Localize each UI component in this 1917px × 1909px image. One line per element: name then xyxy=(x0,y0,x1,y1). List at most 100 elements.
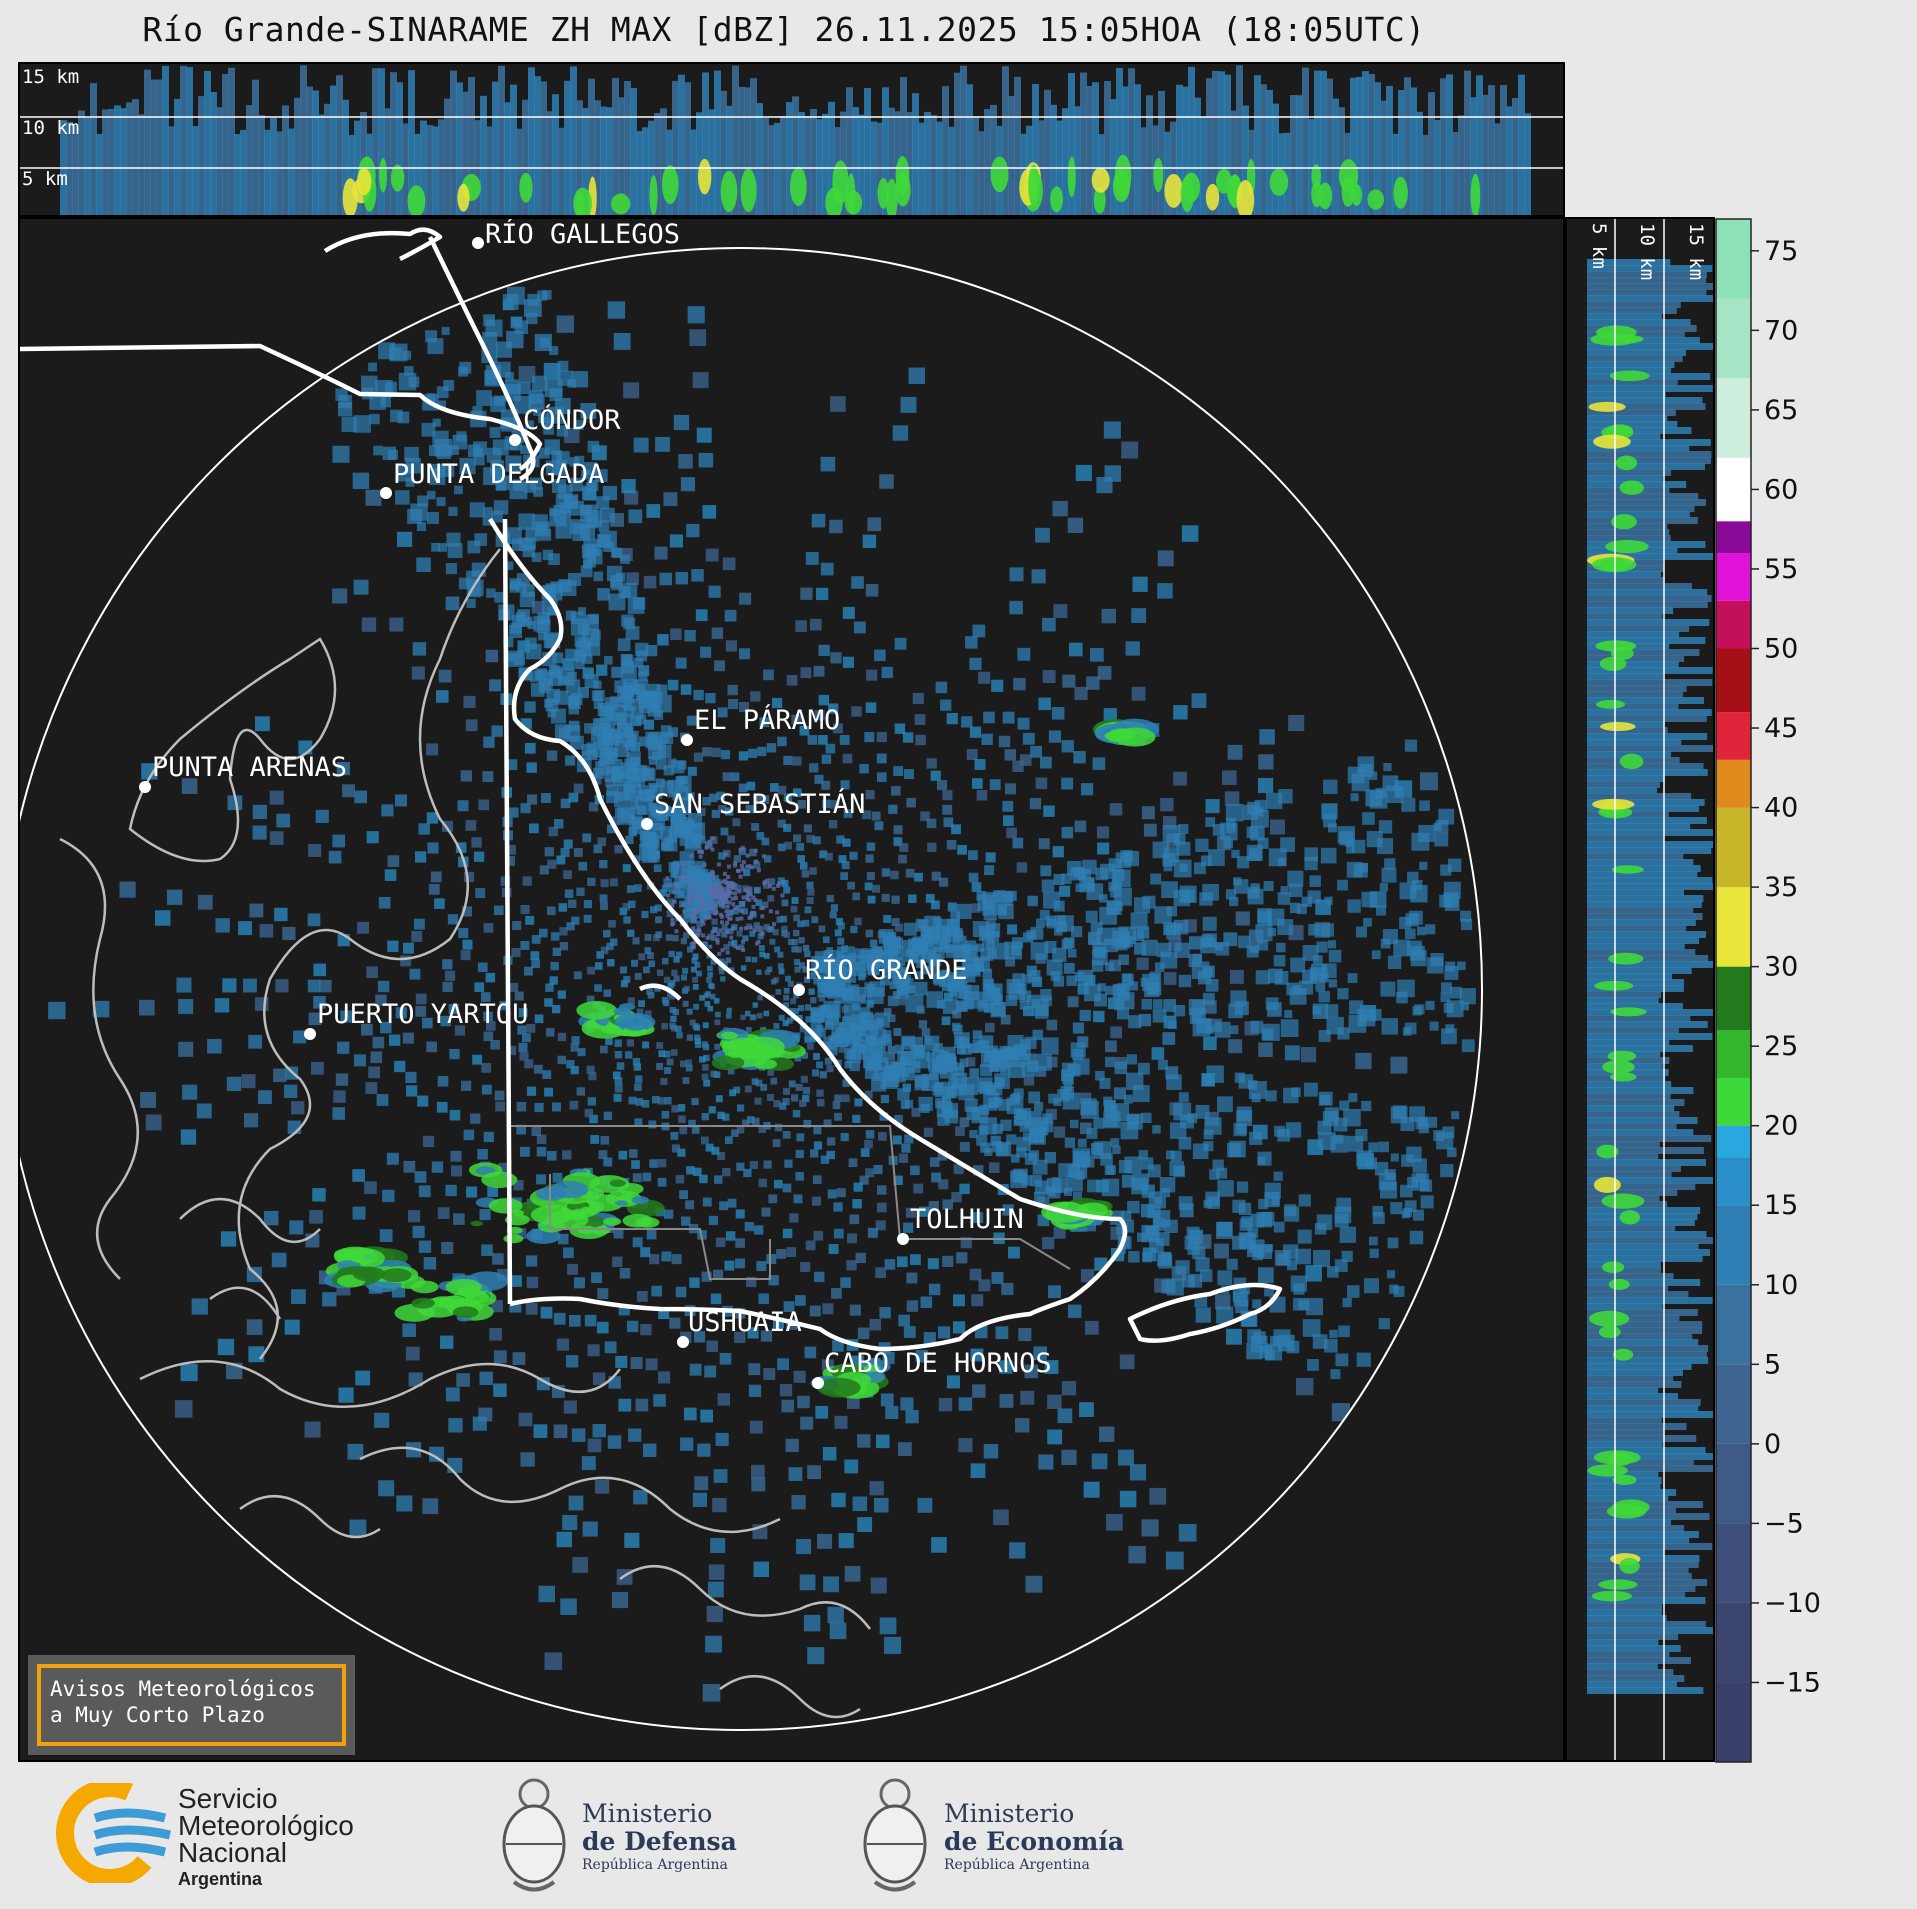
side-precip-echo xyxy=(1608,952,1644,965)
sector-echo-cell xyxy=(1178,974,1192,988)
side-echo-row xyxy=(1587,841,1713,848)
ray-echo-cell xyxy=(629,1149,638,1158)
ray-echo-cell xyxy=(768,1194,778,1204)
ray-echo-cell xyxy=(935,681,948,694)
top-echo-column xyxy=(1068,73,1075,215)
center-clutter-cell xyxy=(727,900,732,905)
top-echo-column xyxy=(1410,87,1417,215)
top-echo-column xyxy=(630,88,637,215)
sector-echo-cell xyxy=(1163,862,1173,872)
sector-echo-cell xyxy=(1201,855,1212,867)
side-echo-row xyxy=(1587,667,1713,674)
top-precip-echo xyxy=(885,178,898,215)
ray-echo-cell xyxy=(793,992,800,999)
sector-echo-cell xyxy=(1247,801,1260,815)
ray-echo-cell xyxy=(603,1111,613,1120)
ray-echo-cell xyxy=(849,1214,860,1225)
ray-echo-cell xyxy=(702,747,712,757)
side-echo-row xyxy=(1587,1597,1706,1604)
side-echo-row xyxy=(1587,739,1682,746)
warning-box[interactable]: Avisos Meteorológicos a Muy Corto Plazo xyxy=(28,1655,355,1755)
side-precip-echo xyxy=(1596,1144,1619,1159)
ray-echo-cell xyxy=(864,732,875,743)
center-clutter-cell xyxy=(708,889,713,894)
ray-echo-cell xyxy=(844,1060,852,1069)
top-echo-column xyxy=(534,76,541,215)
sector-echo-cell xyxy=(1375,787,1386,799)
ray-echo-cell xyxy=(215,918,230,933)
side-echo-row xyxy=(1587,949,1696,956)
ray-echo-cell xyxy=(140,1092,156,1108)
ray-echo-cell xyxy=(583,900,592,909)
ray-echo-cell xyxy=(628,1428,642,1442)
colorbar-tick-label: 55 xyxy=(1764,554,1798,585)
ray-echo-cell xyxy=(782,1183,792,1193)
ray-echo-cell xyxy=(174,1400,193,1418)
sector-echo-cell xyxy=(1368,1142,1379,1153)
ray-echo-cell xyxy=(744,1085,752,1093)
ray-echo-cell xyxy=(910,1254,921,1266)
sector-echo-cell xyxy=(896,957,906,966)
top-echo-column xyxy=(342,99,349,215)
ray-echo-cell xyxy=(1022,732,1035,745)
sector-echo-cell xyxy=(1191,961,1210,980)
sector-echo-cell xyxy=(569,477,584,492)
sector-echo-cell xyxy=(1231,849,1240,858)
sector-echo-cell xyxy=(1289,902,1301,914)
city-markers xyxy=(139,237,909,1389)
sector-echo-cell xyxy=(1412,880,1423,891)
sector-echo-cell xyxy=(1264,1244,1274,1253)
ray-echo-cell xyxy=(539,865,549,875)
sector-echo-cell xyxy=(1238,935,1251,949)
ray-echo-cell xyxy=(681,1216,691,1226)
ray-echo-cell xyxy=(1420,772,1438,791)
ray-echo-cell xyxy=(632,1237,643,1248)
ray-echo-cell xyxy=(724,1136,733,1145)
ray-echo-cell xyxy=(627,997,635,1005)
sector-echo-cell xyxy=(1320,923,1334,937)
top-echo-column xyxy=(1062,108,1069,215)
sector-echo-cell xyxy=(1103,1096,1113,1106)
top-echo-column xyxy=(912,93,919,215)
ray-echo-cell xyxy=(613,1228,624,1239)
center-clutter-cell xyxy=(692,917,697,922)
sector-echo-cell xyxy=(1237,856,1250,869)
ray-echo-cell xyxy=(490,1040,500,1050)
ray-echo-cell xyxy=(841,861,850,870)
sector-echo-cell xyxy=(1356,1352,1371,1367)
ray-echo-cell xyxy=(718,852,726,860)
center-clutter-cell xyxy=(697,909,702,914)
center-clutter-cell xyxy=(771,886,776,891)
ray-echo-cell xyxy=(821,1359,834,1372)
center-clutter-cell xyxy=(721,879,726,884)
ray-echo-cell xyxy=(689,329,707,347)
side-echo-row xyxy=(1587,361,1675,368)
sector-echo-cell xyxy=(1257,837,1269,849)
sector-echo-cell xyxy=(1093,1117,1105,1129)
ray-echo-cell xyxy=(859,763,869,774)
ray-echo-cell xyxy=(859,1175,869,1185)
sector-echo-cell xyxy=(1461,1039,1475,1053)
center-clutter-cell xyxy=(739,916,744,921)
ray-echo-cell xyxy=(823,1576,839,1593)
sector-echo-cell xyxy=(1349,1000,1364,1015)
sector-echo-cell xyxy=(827,1045,838,1056)
top-echo-column xyxy=(1512,98,1519,215)
side-echo-row xyxy=(1587,655,1685,662)
ray-echo-cell xyxy=(227,795,243,811)
sector-echo-cell xyxy=(511,316,522,328)
ray-echo-cell xyxy=(792,788,802,798)
top-echo-column xyxy=(96,133,103,215)
ray-echo-cell xyxy=(782,1228,793,1239)
sector-echo-cell xyxy=(620,554,630,565)
ray-echo-cell xyxy=(872,884,881,893)
side-echo-row xyxy=(1587,307,1677,314)
ray-echo-cell xyxy=(758,1293,770,1305)
ray-echo-cell xyxy=(628,900,636,909)
ray-echo-cell xyxy=(252,804,267,820)
center-clutter-cell xyxy=(735,905,740,910)
ray-echo-cell xyxy=(715,1237,726,1248)
center-clutter-cell xyxy=(719,886,724,891)
ray-echo-cell xyxy=(691,1126,700,1134)
ray-echo-cell xyxy=(618,1398,632,1412)
